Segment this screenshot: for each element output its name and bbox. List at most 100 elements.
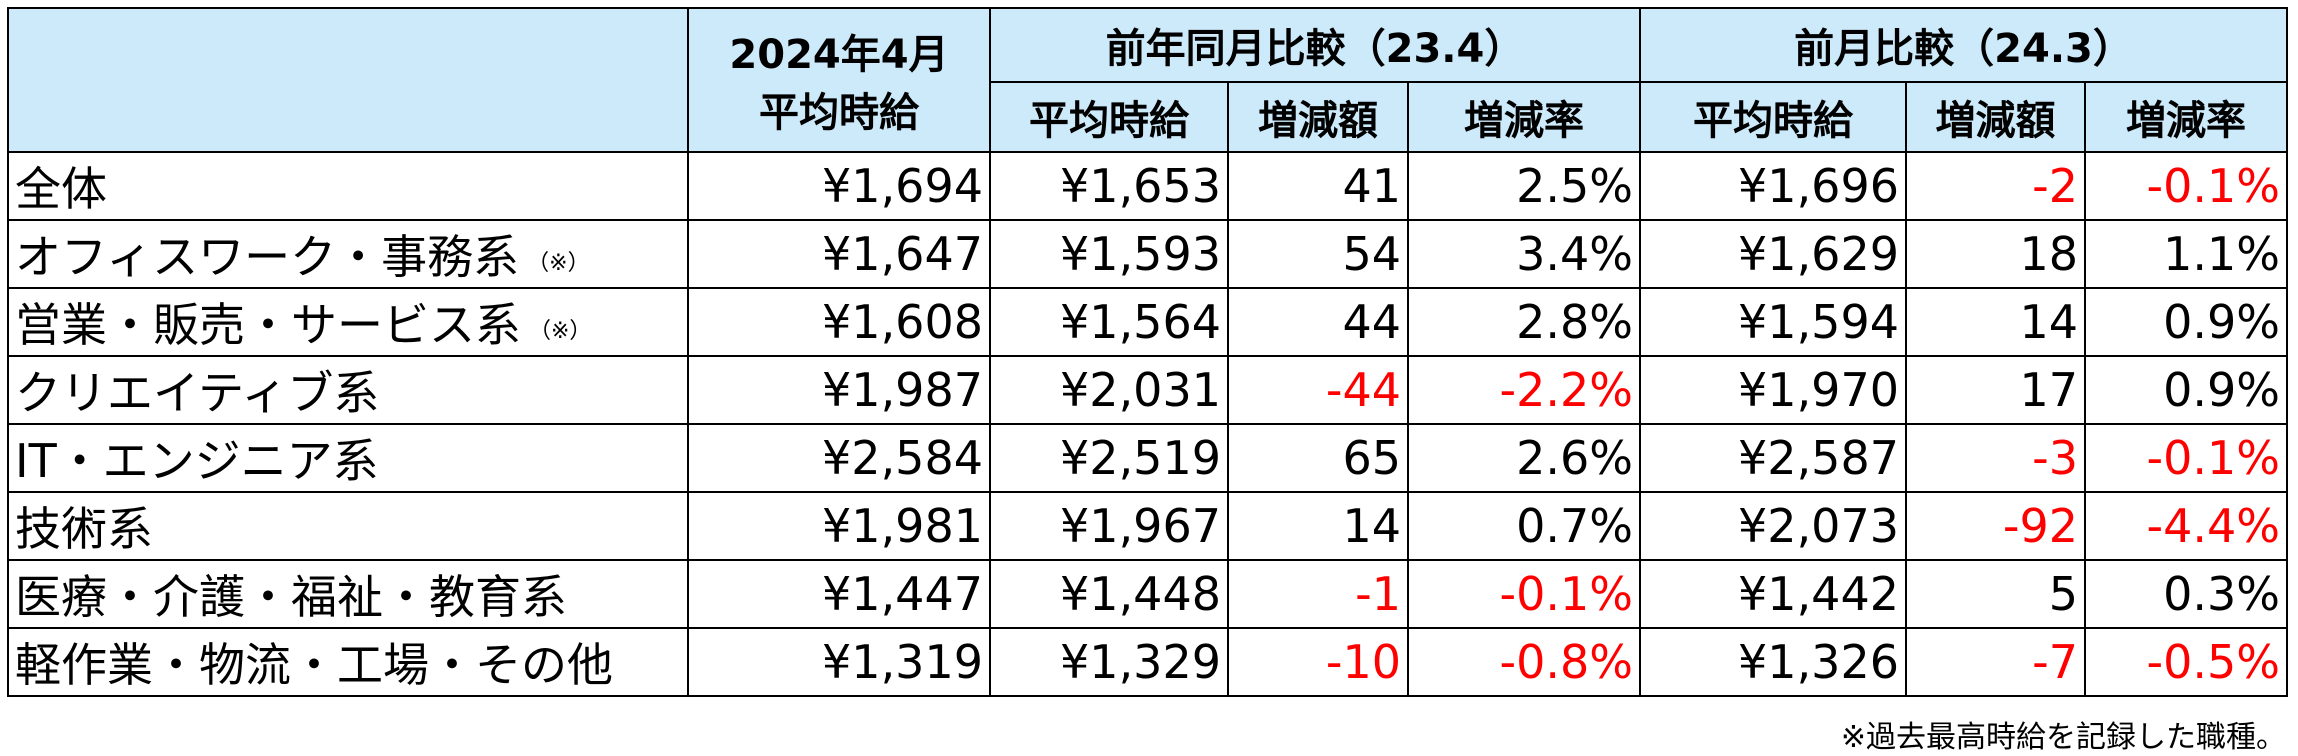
row-label: クリエイティブ系 bbox=[15, 366, 380, 420]
row-label-cell: 全体 bbox=[7, 151, 689, 221]
value-cell: 2.5% bbox=[1407, 151, 1641, 221]
column-header: 増減率 bbox=[2083, 81, 2289, 153]
value-cell: ¥2,073 bbox=[1639, 491, 1907, 561]
value-cell: ¥1,647 bbox=[687, 219, 991, 289]
column-header: 増減額 bbox=[1905, 81, 2086, 153]
value-cell: 0.3% bbox=[2083, 559, 2289, 629]
header-row: 平均時給 増減額 増減率 平均時給 増減額 増減率 bbox=[8, 81, 2289, 153]
value-cell: ¥1,970 bbox=[1639, 355, 1907, 425]
value-cell: 14 bbox=[1905, 287, 2086, 357]
table-row: 医療・介護・福祉・教育系 ¥1,447 ¥1,448 -1 -0.1% ¥1,442 5 0.… bbox=[7, 559, 2289, 629]
value-cell: ¥2,519 bbox=[989, 423, 1229, 493]
value-cell: 54 bbox=[1227, 219, 1409, 289]
value-cell: -7 bbox=[1905, 627, 2086, 697]
row-label: IT・エンジニア系 bbox=[15, 434, 379, 488]
value-cell: ¥2,584 bbox=[687, 423, 991, 493]
footnote: ※過去最高時給を記録した職種。 bbox=[1840, 720, 2286, 755]
value-cell: ¥1,448 bbox=[989, 559, 1229, 629]
value-cell: -0.8% bbox=[1407, 627, 1641, 697]
value-cell: ¥1,629 bbox=[1639, 219, 1907, 289]
row-label-cell: IT・エンジニア系 bbox=[7, 423, 689, 493]
corner-cell bbox=[7, 7, 689, 153]
value-cell: ¥2,031 bbox=[989, 355, 1229, 425]
date-header: 2024年4月 平均時給 bbox=[687, 7, 991, 153]
column-header: 平均時給 bbox=[1639, 81, 1907, 153]
table-row: 全体 ¥1,694 ¥1,653 41 2.5% ¥1,696 -2 -0.1% bbox=[7, 151, 2289, 221]
row-label: 営業・販売・サービス系 bbox=[15, 298, 521, 352]
group-header: 前年同月比較（23.4） bbox=[989, 7, 1641, 83]
value-cell: 41 bbox=[1227, 151, 1409, 221]
table-row: オフィスワーク・事務系 （※） ¥1,647 ¥1,593 54 3.4% ¥1,629 18… bbox=[7, 219, 2289, 289]
value-cell: 44 bbox=[1227, 287, 1409, 357]
row-label-cell: 営業・販売・サービス系 （※） bbox=[7, 287, 689, 357]
table-row: IT・エンジニア系 ¥2,584 ¥2,519 65 2.6% ¥2,587 -3 -0.1% bbox=[7, 423, 2289, 493]
row-label: 技術系 bbox=[15, 502, 153, 556]
row-label: 軽作業・物流・工場・その他 bbox=[15, 638, 613, 692]
value-cell: -0.1% bbox=[2083, 151, 2289, 221]
row-mark: （※） bbox=[529, 318, 592, 344]
value-cell: ¥1,447 bbox=[687, 559, 991, 629]
value-cell: -0.5% bbox=[2083, 627, 2289, 697]
header-text: 2024年4月 bbox=[729, 32, 949, 78]
table-body: 全体 ¥1,694 ¥1,653 41 2.5% ¥1,696 -2 -0.1% オフィスワーク… bbox=[7, 151, 2289, 697]
value-cell: -4.4% bbox=[2083, 491, 2289, 561]
row-label-cell: クリエイティブ系 bbox=[7, 355, 689, 425]
value-cell: ¥1,608 bbox=[687, 287, 991, 357]
value-cell: ¥1,593 bbox=[989, 219, 1229, 289]
value-cell: 18 bbox=[1905, 219, 2086, 289]
row-mark: （※） bbox=[527, 250, 590, 276]
value-cell: ¥1,696 bbox=[1639, 151, 1907, 221]
value-cell: ¥1,987 bbox=[687, 355, 991, 425]
value-cell: 0.9% bbox=[2083, 287, 2289, 357]
value-cell: 0.9% bbox=[2083, 355, 2289, 425]
value-cell: ¥1,967 bbox=[989, 491, 1229, 561]
value-cell: 14 bbox=[1227, 491, 1409, 561]
value-cell: 1.1% bbox=[2083, 219, 2289, 289]
column-header: 平均時給 bbox=[989, 81, 1229, 153]
value-cell: 17 bbox=[1905, 355, 2086, 425]
value-cell: 2.8% bbox=[1407, 287, 1641, 357]
value-cell: ¥1,594 bbox=[1639, 287, 1907, 357]
table-row: 軽作業・物流・工場・その他 ¥1,319 ¥1,329 -10 -0.8% ¥1,326-… bbox=[7, 627, 2289, 697]
value-cell: 65 bbox=[1227, 423, 1409, 493]
value-cell: ¥1,653 bbox=[989, 151, 1229, 221]
value-cell: -44 bbox=[1227, 355, 1409, 425]
value-cell: ¥1,564 bbox=[989, 287, 1229, 357]
value-cell: 3.4% bbox=[1407, 219, 1641, 289]
row-label: 医療・介護・福祉・教育系 bbox=[15, 570, 567, 624]
header-row: 2024年4月 平均時給 前年同月比較（23.4） 前月比較（24.3） bbox=[7, 7, 2289, 153]
value-cell: -3 bbox=[1905, 423, 2086, 493]
column-header: 増減率 bbox=[1407, 81, 1641, 153]
value-cell: 5 bbox=[1905, 559, 2086, 629]
table-row: クリエイティブ系 ¥1,987 ¥2,031 -44 -2.2% ¥1,970 17 0.9% bbox=[7, 355, 2289, 425]
table-row: 技術系 ¥1,981 ¥1,967 14 0.7% ¥2,073 -92 -4.4% bbox=[7, 491, 2289, 561]
value-cell: ¥1,694 bbox=[687, 151, 991, 221]
value-cell: ¥1,326 bbox=[1639, 627, 1907, 697]
value-cell: ¥1,442 bbox=[1639, 559, 1907, 629]
wage-table: 2024年4月 平均時給 前年同月比較（23.4） 前月比較（24.3） 平均時給… bbox=[7, 7, 2289, 697]
column-header: 増減額 bbox=[1227, 81, 1409, 153]
value-cell: -2 bbox=[1905, 151, 2086, 221]
row-label-cell: 医療・介護・福祉・教育系 bbox=[7, 559, 689, 629]
row-label-cell: オフィスワーク・事務系 （※） bbox=[7, 219, 689, 289]
row-label-cell: 軽作業・物流・工場・その他 bbox=[7, 627, 689, 697]
group-header: 前月比較（24.3） bbox=[1638, 7, 2289, 83]
row-label: オフィスワーク・事務系 bbox=[15, 230, 520, 284]
value-cell: -10 bbox=[1227, 627, 1409, 697]
value-cell: -0.1% bbox=[2083, 423, 2289, 493]
value-cell: -1 bbox=[1227, 559, 1409, 629]
row-label: 全体 bbox=[15, 162, 107, 216]
row-label-cell: 技術系 bbox=[7, 491, 689, 561]
value-cell: ¥1,981 bbox=[687, 491, 991, 561]
header-text: 平均時給 bbox=[759, 90, 919, 136]
value-cell: -2.2% bbox=[1407, 355, 1641, 425]
value-cell: -0.1% bbox=[1407, 559, 1641, 629]
value-cell: ¥1,319 bbox=[687, 627, 991, 697]
value-cell: 0.7% bbox=[1407, 491, 1641, 561]
value-cell: ¥2,587 bbox=[1639, 423, 1907, 493]
value-cell: -92 bbox=[1905, 491, 2086, 561]
value-cell: 2.6% bbox=[1407, 423, 1641, 493]
value-cell: ¥1,329 bbox=[989, 627, 1229, 697]
table-row: 営業・販売・サービス系 （※） ¥1,608 ¥1,564 44 2.8% ¥1,594 14… bbox=[7, 287, 2289, 357]
